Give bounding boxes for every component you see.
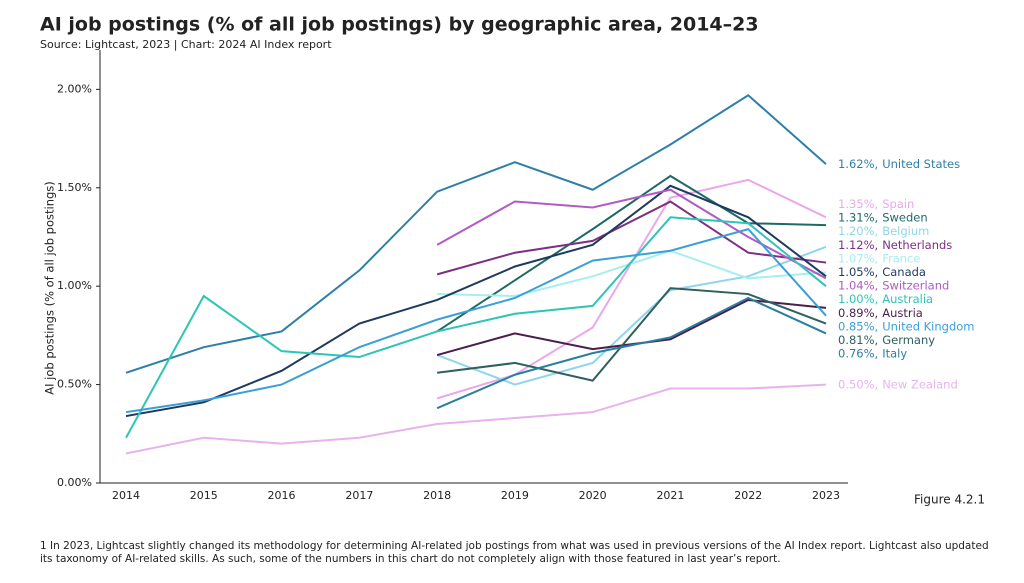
- series-line: [437, 249, 827, 298]
- y-tick-label: 0.50%: [57, 378, 92, 391]
- series-name: Switzerland: [882, 278, 949, 292]
- value-label: 0.50%,: [838, 377, 878, 391]
- value-label: 0.89%,: [838, 305, 878, 319]
- x-tick-label: 2021: [656, 489, 684, 502]
- series-name: Germany: [882, 333, 935, 347]
- series-line: [436, 245, 827, 386]
- y-tick-label: 1.00%: [57, 279, 92, 292]
- end-label: 0.85%, United Kingdom: [838, 319, 975, 333]
- footnote: 1 In 2023, Lightcast slightly changed it…: [40, 540, 989, 565]
- end-label: 0.50%, New Zealand: [838, 377, 958, 391]
- series-name: Netherlands: [882, 237, 952, 251]
- x-tick-label: 2017: [345, 489, 373, 502]
- series-name: New Zealand: [882, 377, 958, 391]
- value-label: 0.76%,: [838, 346, 878, 360]
- chart-title: AI job postings (% of all job postings) …: [40, 14, 759, 36]
- end-label: 0.81%, Germany: [838, 333, 935, 347]
- end-label: 0.89%, Austria: [838, 305, 923, 319]
- end-label: 1.62%, United States: [838, 157, 960, 171]
- value-label: 1.35%,: [838, 197, 878, 211]
- series-name: United States: [882, 157, 960, 171]
- x-tick-label: 2016: [268, 489, 296, 502]
- end-label: 1.07%, France: [838, 251, 920, 265]
- x-tick-label: 2023: [812, 489, 840, 502]
- value-label: 1.04%,: [838, 278, 878, 292]
- y-tick-label: 1.50%: [57, 181, 92, 194]
- end-label: 1.04%, Switzerland: [838, 278, 949, 292]
- series-name: Italy: [882, 346, 907, 360]
- value-label: 0.85%,: [838, 319, 878, 333]
- y-tick-label: 0.00%: [57, 476, 92, 489]
- end-label: 1.31%, Sweden: [838, 210, 928, 224]
- series-line: [125, 94, 827, 374]
- end-label: 1.20%, Belgium: [838, 224, 929, 238]
- value-label: 1.00%,: [838, 292, 878, 306]
- chart-subtitle: Source: Lightcast, 2023 | Chart: 2024 AI…: [40, 38, 332, 51]
- series-name: Austria: [882, 305, 923, 319]
- series-line: [436, 174, 827, 333]
- series-name: Australia: [882, 292, 933, 306]
- y-axis-label: AI job postings (% of all job postings): [43, 181, 57, 395]
- x-tick-label: 2019: [501, 489, 529, 502]
- series-name: Canada: [882, 265, 926, 279]
- value-label: 0.81%,: [838, 333, 878, 347]
- series-line: [436, 287, 827, 382]
- value-label: 1.20%,: [838, 224, 878, 238]
- series-name: Spain: [882, 197, 914, 211]
- x-tick-label: 2018: [423, 489, 451, 502]
- series-line: [125, 184, 827, 418]
- x-tick-label: 2020: [579, 489, 607, 502]
- x-tick-label: 2015: [190, 489, 218, 502]
- series-name: France: [882, 251, 920, 265]
- value-label: 1.12%,: [838, 237, 878, 251]
- series-line: [436, 200, 827, 276]
- figure-label: Figure 4.2.1: [914, 493, 985, 507]
- y-tick-label: 2.00%: [57, 82, 92, 95]
- value-label: 1.62%,: [838, 157, 878, 171]
- end-label: 0.76%, Italy: [838, 346, 907, 360]
- series-line: [125, 216, 827, 439]
- value-label: 1.07%,: [838, 251, 878, 265]
- series-name: Belgium: [882, 224, 929, 238]
- series-line: [125, 383, 827, 455]
- value-label: 1.05%,: [838, 265, 878, 279]
- end-label: 1.12%, Netherlands: [838, 237, 952, 251]
- x-tick-label: 2014: [112, 489, 140, 502]
- series-line: [125, 227, 827, 414]
- x-tick-label: 2022: [734, 489, 762, 502]
- end-label: 1.00%, Australia: [838, 292, 933, 306]
- footnote-box: 1 In 2023, Lightcast slightly changed it…: [40, 540, 989, 565]
- end-label: 1.35%, Spain: [838, 197, 914, 211]
- series-name: Sweden: [882, 210, 927, 224]
- series-line: [436, 296, 827, 410]
- series-name: United Kingdom: [882, 319, 974, 333]
- value-label: 1.31%,: [838, 210, 878, 224]
- end-label: 1.05%, Canada: [838, 265, 926, 279]
